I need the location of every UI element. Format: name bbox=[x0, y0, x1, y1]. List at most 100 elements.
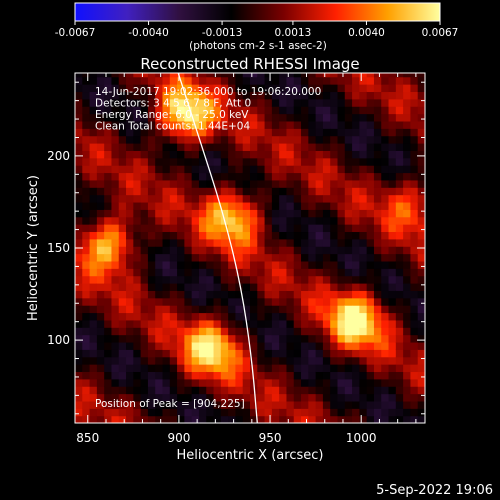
heatmap-cell bbox=[337, 209, 346, 218]
heatmap-cell bbox=[235, 209, 244, 218]
heatmap-cell bbox=[133, 106, 142, 115]
heatmap-cell bbox=[264, 106, 273, 115]
heatmap-cell bbox=[403, 165, 412, 174]
heatmap-cell bbox=[235, 120, 244, 129]
heatmap-cell bbox=[162, 275, 171, 284]
heatmap-cell bbox=[162, 334, 171, 343]
heatmap-cell bbox=[352, 201, 360, 210]
heatmap-cell bbox=[111, 356, 120, 365]
heatmap-cell bbox=[242, 157, 251, 166]
heatmap-cell bbox=[111, 378, 120, 387]
heatmap-cell bbox=[75, 209, 83, 218]
heatmap-cell bbox=[308, 341, 317, 350]
heatmap-cell bbox=[184, 268, 193, 277]
heatmap-cell bbox=[344, 98, 353, 107]
heatmap-cell bbox=[308, 216, 317, 225]
heatmap-cell bbox=[104, 98, 113, 107]
heatmap-cell bbox=[373, 378, 382, 387]
heatmap-cell bbox=[177, 290, 185, 299]
heatmap-cell bbox=[322, 113, 331, 122]
heatmap-cell bbox=[228, 400, 237, 409]
heatmap-cell bbox=[264, 238, 273, 247]
heatmap-cell bbox=[177, 143, 185, 151]
heatmap-cell bbox=[213, 268, 222, 277]
heatmap-cell bbox=[388, 246, 397, 255]
heatmap-cell bbox=[337, 157, 346, 166]
heatmap-cell bbox=[381, 305, 390, 314]
heatmap-cell bbox=[89, 106, 98, 115]
heatmap-cell bbox=[308, 231, 317, 240]
heatmap-cell bbox=[344, 165, 353, 174]
heatmap-cell bbox=[315, 268, 324, 277]
heatmap-cell bbox=[96, 356, 105, 365]
heatmap-cell bbox=[322, 179, 331, 188]
colorbar-unit-label: (photons cm-2 s-1 asec-2) bbox=[189, 40, 327, 52]
heatmap-cell bbox=[89, 224, 98, 233]
heatmap-cell bbox=[359, 238, 368, 247]
heatmap-cell bbox=[279, 106, 288, 115]
heatmap-cell bbox=[373, 319, 382, 328]
heatmap-cell bbox=[147, 305, 156, 314]
heatmap-cell bbox=[126, 408, 134, 417]
heatmap-cell bbox=[191, 297, 200, 306]
heatmap-cell bbox=[118, 297, 127, 306]
heatmap-cell bbox=[169, 327, 178, 336]
heatmap-cell bbox=[82, 378, 91, 387]
heatmap-cell bbox=[344, 172, 353, 181]
heatmap-cell bbox=[315, 76, 324, 85]
heatmap-cell bbox=[228, 297, 237, 306]
heatmap-cell bbox=[403, 364, 412, 373]
heatmap-cell bbox=[206, 268, 215, 277]
heatmap-cell bbox=[104, 84, 113, 93]
heatmap-cell bbox=[257, 268, 266, 277]
heatmap-cell bbox=[140, 172, 149, 181]
heatmap-cell bbox=[293, 386, 302, 395]
heatmap-cell bbox=[147, 341, 156, 350]
heatmap-cell bbox=[257, 283, 266, 291]
heatmap-cell bbox=[403, 246, 412, 255]
heatmap-cell bbox=[140, 209, 149, 218]
heatmap-cell bbox=[162, 216, 171, 225]
heatmap-cell bbox=[264, 268, 273, 277]
heatmap-cell bbox=[169, 364, 178, 373]
heatmap-cell bbox=[308, 364, 317, 373]
heatmap-cell bbox=[322, 143, 331, 151]
heatmap-cell bbox=[82, 319, 91, 328]
heatmap-cell bbox=[177, 283, 185, 291]
heatmap-cell bbox=[191, 231, 200, 240]
heatmap-cell bbox=[242, 238, 251, 247]
heatmap-cell bbox=[89, 334, 98, 343]
heatmap-cell bbox=[96, 378, 105, 387]
heatmap-cell bbox=[242, 378, 251, 387]
heatmap-cell bbox=[220, 179, 229, 188]
heatmap-cell bbox=[235, 408, 244, 417]
heatmap-cell bbox=[388, 319, 397, 328]
heatmap-cell bbox=[264, 73, 273, 78]
heatmap-cell bbox=[381, 400, 390, 409]
heatmap-cell bbox=[293, 253, 302, 262]
heatmap-cell bbox=[118, 393, 127, 402]
heatmap-cell bbox=[198, 341, 207, 350]
heatmap-cell bbox=[286, 106, 295, 115]
heatmap-cell bbox=[271, 268, 280, 277]
heatmap-cell bbox=[177, 165, 185, 174]
heatmap-cell bbox=[352, 179, 360, 188]
heatmap-cell bbox=[359, 408, 368, 417]
heatmap-cell bbox=[381, 98, 390, 107]
heatmap-cell bbox=[352, 209, 360, 218]
heatmap-cell bbox=[366, 238, 375, 247]
heatmap-cell bbox=[301, 246, 309, 255]
heatmap-cell bbox=[104, 91, 113, 100]
heatmap-cell bbox=[337, 120, 346, 129]
heatmap-cell bbox=[337, 378, 346, 387]
heatmap-cell bbox=[126, 386, 134, 395]
heatmap-cell bbox=[162, 305, 171, 314]
heatmap-cell bbox=[118, 260, 127, 269]
heatmap-cell bbox=[75, 268, 83, 277]
heatmap-cell bbox=[403, 73, 412, 78]
heatmap-cell bbox=[352, 73, 360, 78]
heatmap-cell bbox=[344, 297, 353, 306]
heatmap-cell bbox=[220, 238, 229, 247]
heatmap-cell bbox=[352, 327, 360, 336]
heatmap-cell bbox=[126, 238, 134, 247]
